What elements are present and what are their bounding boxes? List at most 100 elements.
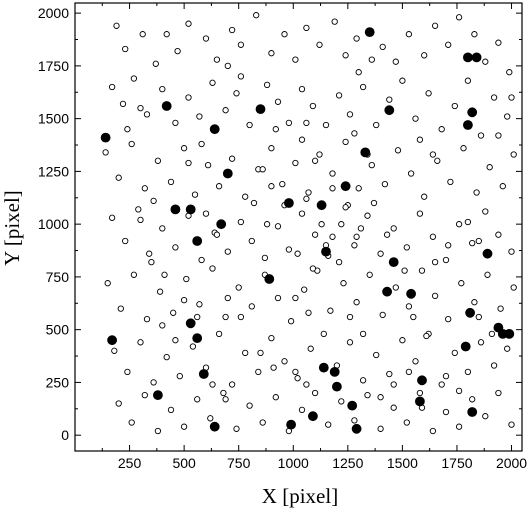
filled-data-point — [100, 132, 111, 143]
open-data-point — [285, 119, 293, 127]
y-tick-label: 2000 — [38, 5, 69, 21]
open-data-point — [421, 193, 428, 200]
open-data-point — [167, 178, 175, 186]
open-data-point — [405, 31, 413, 38]
open-data-point — [327, 307, 334, 314]
y-tick-label: 1000 — [38, 216, 69, 232]
open-data-point — [471, 299, 478, 306]
open-data-point — [316, 41, 323, 48]
open-data-point — [196, 301, 203, 308]
open-data-point — [488, 330, 496, 338]
filled-data-point — [382, 286, 393, 297]
filled-data-point — [417, 375, 427, 386]
filled-data-point — [170, 204, 181, 215]
open-data-point — [445, 242, 452, 249]
open-data-point — [364, 391, 371, 399]
open-data-point — [403, 419, 410, 426]
open-data-point — [445, 41, 452, 48]
open-data-point — [508, 248, 515, 255]
open-data-point — [351, 242, 358, 249]
open-data-point — [268, 145, 275, 152]
open-data-point — [235, 284, 242, 291]
open-data-point — [482, 58, 489, 65]
open-data-point — [373, 351, 380, 359]
filled-data-point — [471, 52, 482, 63]
open-data-point — [294, 250, 301, 257]
open-data-point — [309, 102, 317, 110]
open-data-point — [379, 311, 386, 319]
filled-data-point — [463, 120, 473, 130]
open-data-point — [305, 189, 312, 196]
filled-data-point — [255, 104, 266, 114]
filled-data-point — [415, 396, 425, 407]
open-data-point — [455, 387, 463, 395]
open-data-point — [272, 394, 279, 401]
open-data-point — [368, 161, 375, 169]
open-data-point — [115, 400, 122, 407]
open-data-point — [482, 208, 489, 215]
open-data-point — [207, 415, 214, 422]
open-data-point — [128, 140, 135, 148]
open-data-point — [368, 56, 375, 63]
open-data-point — [257, 349, 264, 357]
open-data-point — [401, 267, 408, 274]
open-data-point — [167, 406, 175, 414]
y-tick-label: 1500 — [38, 111, 69, 127]
open-data-point — [311, 231, 319, 238]
open-data-point — [329, 170, 336, 177]
open-data-point — [423, 332, 430, 340]
open-data-point — [405, 303, 413, 310]
open-data-point — [224, 294, 231, 302]
open-data-point — [183, 275, 190, 283]
filled-data-point — [351, 423, 362, 434]
open-data-point — [342, 52, 349, 59]
open-data-point — [220, 389, 227, 397]
open-data-point — [139, 31, 146, 38]
open-data-point — [163, 353, 170, 361]
open-data-point — [128, 419, 135, 426]
open-data-point — [137, 339, 144, 346]
open-data-point — [357, 225, 365, 232]
open-data-point — [248, 237, 255, 245]
open-data-point — [458, 280, 465, 287]
open-data-point — [311, 157, 319, 164]
open-data-point — [394, 147, 402, 154]
open-data-point — [285, 246, 293, 253]
open-data-point — [237, 313, 245, 321]
open-data-point — [102, 149, 109, 156]
open-data-point — [163, 31, 170, 38]
open-data-point — [209, 79, 216, 86]
open-data-point — [451, 102, 458, 110]
open-data-point — [242, 349, 249, 357]
open-data-point — [224, 62, 231, 70]
open-data-point — [154, 427, 162, 435]
open-data-point — [108, 83, 116, 91]
open-data-point — [191, 191, 199, 198]
open-data-point — [322, 121, 330, 129]
open-data-point — [342, 138, 349, 146]
open-data-point — [180, 296, 188, 304]
open-data-point — [403, 244, 410, 251]
open-data-point — [346, 111, 354, 118]
open-data-point — [137, 104, 144, 112]
open-data-point — [338, 398, 345, 405]
open-data-point — [185, 159, 192, 167]
open-data-point — [215, 330, 223, 338]
open-data-point — [390, 225, 397, 232]
open-data-point — [237, 218, 245, 226]
open-data-point — [307, 345, 314, 352]
open-data-point — [377, 425, 384, 432]
open-data-point — [143, 111, 151, 118]
open-data-point — [473, 189, 480, 196]
open-data-point — [355, 69, 362, 76]
open-data-point — [146, 250, 153, 257]
open-data-point — [373, 121, 380, 129]
filled-data-point — [107, 335, 117, 346]
open-data-point — [143, 315, 151, 323]
open-data-point — [237, 73, 245, 80]
open-data-point — [263, 81, 271, 89]
open-data-point — [364, 212, 371, 219]
open-data-point — [130, 75, 138, 82]
open-data-point — [172, 337, 179, 344]
